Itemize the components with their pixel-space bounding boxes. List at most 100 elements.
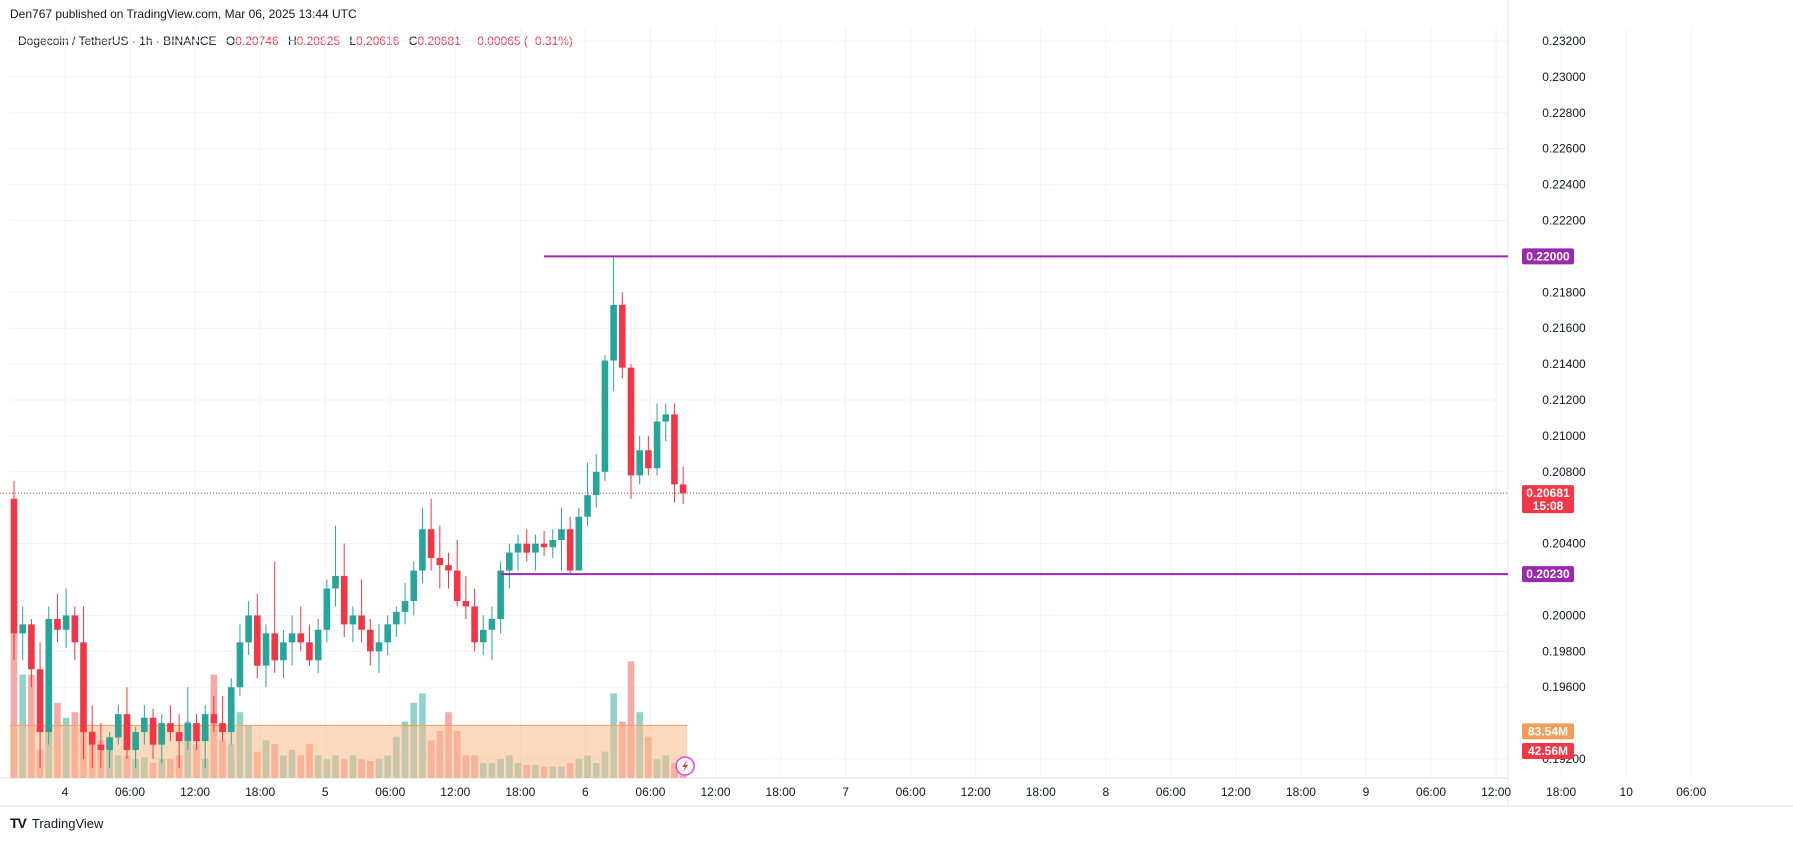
tradingview-logo-icon: TV xyxy=(10,815,27,831)
candle-body xyxy=(445,565,452,571)
candle-body xyxy=(254,615,261,666)
price-tick-label: 0.20000 xyxy=(1542,608,1586,622)
candle-body xyxy=(141,717,148,733)
candle-body xyxy=(167,723,174,733)
candle-body xyxy=(10,498,18,634)
price-axis: 0.23200 0.23000 0.22800 0.22600 0.22400 0.222… xyxy=(1542,34,1586,766)
price-tick-label: 0.21800 xyxy=(1542,285,1586,299)
price-tick-label: 0.23000 xyxy=(1542,70,1586,84)
last-price-tag-bg xyxy=(1522,485,1574,514)
lightning-icon[interactable] xyxy=(675,756,695,776)
candle-body xyxy=(219,723,226,733)
volume-bar xyxy=(10,618,18,778)
candle-body xyxy=(36,669,44,733)
candle-body xyxy=(358,615,365,630)
tradingview-footer[interactable]: TV TradingView xyxy=(10,815,103,831)
candle-body xyxy=(610,304,617,361)
price-tick-label: 0.21200 xyxy=(1542,393,1586,407)
time-tick-label: 12:00 xyxy=(440,785,470,799)
last-price-tag-text: 15:08 xyxy=(1533,499,1564,513)
candle-body xyxy=(410,570,418,602)
candle-body xyxy=(662,414,670,422)
candle-body xyxy=(506,552,513,571)
time-tick-label: 12:00 xyxy=(180,785,210,799)
volume-ma-tag-text: 83.54M xyxy=(1528,724,1568,738)
candle-body xyxy=(540,543,548,548)
price-tick-label: 0.22400 xyxy=(1542,178,1586,192)
price-tick-label: 0.21000 xyxy=(1542,429,1586,443)
volume-tag-bg xyxy=(1522,743,1574,759)
candle-body xyxy=(280,642,287,661)
candle-body xyxy=(340,575,348,625)
time-tick-label: 06:00 xyxy=(1676,785,1706,799)
level-bottom-tag-bg xyxy=(1522,566,1574,583)
candle-body xyxy=(245,615,252,643)
time-tick-label: 06:00 xyxy=(115,785,145,799)
time-tick-label: 6 xyxy=(582,785,589,799)
candle-body xyxy=(453,570,461,602)
candle-body xyxy=(236,642,244,688)
price-tick-label: 0.22800 xyxy=(1542,106,1586,120)
candle-body xyxy=(488,619,496,630)
candle-body xyxy=(175,732,183,742)
time-tick-label: 5 xyxy=(322,785,329,799)
candle-body xyxy=(314,629,322,661)
candle-body xyxy=(393,611,400,625)
candle-body xyxy=(323,588,331,630)
candle-body xyxy=(88,732,96,745)
candle-body xyxy=(123,714,131,751)
candle-body xyxy=(149,717,157,745)
candle-body xyxy=(497,570,504,620)
candle-body xyxy=(210,714,218,724)
candle-body xyxy=(427,529,435,558)
price-tick-label: 0.21400 xyxy=(1542,357,1586,371)
candle-body xyxy=(97,744,105,751)
level-bottom-tag-text: 0.20230 xyxy=(1526,567,1570,581)
time-tick-label: 7 xyxy=(842,785,849,799)
time-tick-label: 18:00 xyxy=(1286,785,1316,799)
candle-body xyxy=(306,642,313,661)
candle-body xyxy=(297,633,305,643)
candle-body xyxy=(45,619,53,733)
candle-body xyxy=(679,484,687,494)
candle-body xyxy=(653,421,661,469)
candle-body xyxy=(288,633,296,643)
time-axis: 4 06:00 12:00 18:00 5 06:00 12:00 18:00 6 06:00 12… xyxy=(62,785,1707,799)
candle-body xyxy=(54,619,61,630)
candle-body xyxy=(158,723,166,745)
candle-body xyxy=(471,606,478,643)
time-tick-label: 06:00 xyxy=(1156,785,1186,799)
time-tick-label: 06:00 xyxy=(896,785,926,799)
volume-bar xyxy=(627,661,635,778)
candle-body xyxy=(262,633,270,666)
candle-body xyxy=(549,540,557,548)
candle-body xyxy=(193,723,200,742)
time-tick-label: 06:00 xyxy=(1416,785,1446,799)
level-bottom-tag: 0.20230 xyxy=(1522,566,1574,583)
level-top-tag-bg xyxy=(1522,248,1574,265)
candle-body xyxy=(671,414,678,485)
candle-body xyxy=(419,529,426,571)
candle-body xyxy=(80,642,87,733)
candle-body xyxy=(375,642,383,652)
time-tick-label: 12:00 xyxy=(1481,785,1511,799)
candle-body xyxy=(366,629,374,652)
candle-body xyxy=(601,360,609,472)
time-tick-label: 18:00 xyxy=(766,785,796,799)
volume-tag-text: 42.56M xyxy=(1528,744,1568,758)
candle-body xyxy=(184,723,192,742)
time-tick-label: 18:00 xyxy=(1026,785,1056,799)
time-tick-label: 9 xyxy=(1363,785,1370,799)
candle-body xyxy=(132,732,139,751)
time-tick-label: 12:00 xyxy=(1221,785,1251,799)
chart-grid xyxy=(0,0,1793,807)
time-tick-label: 12:00 xyxy=(700,785,730,799)
last-price-tag-text: 0.20681 xyxy=(1526,486,1570,500)
candle-body xyxy=(645,450,652,469)
level-top-tag-text: 0.22000 xyxy=(1526,249,1570,263)
price-tick-label: 0.21600 xyxy=(1542,321,1586,335)
published-caption: Den767 published on TradingView.com, Mar… xyxy=(10,7,357,21)
